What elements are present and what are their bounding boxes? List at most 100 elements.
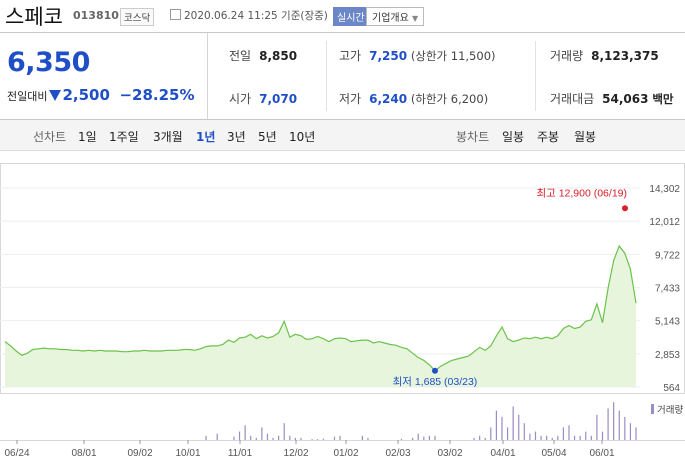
high-annotation: 최고 12,900 (06/19) [536, 187, 627, 199]
tab-3y[interactable]: 3년 [227, 130, 246, 144]
low-label: 저가 [339, 92, 362, 106]
open-price: 시가 7,070 [229, 90, 297, 133]
y-tick-label: 2,853 [655, 350, 680, 361]
high-price: 고가 7,250 (상한가 11,500) [339, 47, 496, 90]
volume-bar [339, 435, 341, 440]
low-value: 6,240 [369, 92, 408, 106]
low-marker [431, 367, 438, 374]
y-tick-label: 14,302 [649, 184, 680, 195]
volume-bar [294, 437, 296, 440]
x-tick-label: 04/01 [490, 448, 515, 459]
volume-bar [529, 433, 531, 440]
volume-bar [255, 437, 257, 440]
volume-bar [557, 435, 559, 440]
volume-bar [534, 431, 537, 440]
amount-unit: 백만 [652, 92, 674, 106]
divider [326, 41, 327, 111]
volume-bar [278, 435, 280, 440]
tab-daily[interactable]: 일봉 [502, 130, 525, 144]
realtime-button[interactable]: 실시간 [333, 7, 369, 26]
x-tick-label: 05/04 [541, 448, 566, 459]
volume-bar [250, 435, 252, 440]
tab-10y[interactable]: 10년 [289, 130, 316, 144]
x-tick-label: 03/02 [437, 448, 462, 459]
volume-bar [518, 414, 520, 440]
volume-bar [428, 435, 430, 440]
low-price: 저가 6,240 (하한가 6,200) [339, 90, 488, 133]
volume-label: 거래량 [550, 49, 584, 63]
volume-bar [333, 436, 336, 440]
volume-bar [506, 427, 509, 440]
volume-bar [289, 435, 291, 440]
tab-monthly[interactable]: 월봉 [574, 130, 597, 144]
volume-bar [266, 433, 269, 440]
tab-3m[interactable]: 3개월 [153, 130, 183, 144]
change-value: 2,500 [62, 86, 110, 104]
candle-chart-label: 봉차트 [456, 130, 490, 144]
open-label: 시가 [229, 92, 252, 106]
timestamp-text: 2020.06.24 11:25 기준(장중) [184, 10, 328, 22]
change-label: 전일대비 [7, 90, 48, 103]
x-tick-label: 09/02 [127, 448, 152, 459]
volume-bar [523, 423, 525, 440]
volume-bar [412, 437, 414, 440]
volume-bar [568, 425, 570, 440]
prev-label: 전일 [229, 49, 252, 63]
calendar-icon [170, 9, 181, 20]
volume-bar [311, 439, 313, 440]
tab-1y[interactable]: 1년 [196, 130, 216, 144]
volume-bar [501, 416, 503, 440]
upper-limit: (상한가 11,500) [410, 49, 496, 63]
open-value: 7,070 [259, 92, 298, 106]
volume-bar [361, 435, 363, 440]
x-tick-label: 11/01 [228, 448, 253, 459]
volume: 거래량 8,123,375 [550, 47, 659, 90]
stock-name: 스페코 [5, 5, 63, 29]
change-percent: −28.25% [119, 86, 195, 104]
volume-bar [205, 435, 207, 440]
y-tick-label: 5,143 [655, 317, 680, 328]
volume-bar [624, 416, 626, 440]
down-arrow-icon [49, 90, 62, 101]
change-row: 전일대비 2,500 −28.25% [7, 86, 194, 104]
volume-bar [512, 406, 514, 440]
tab-5y[interactable]: 5년 [258, 130, 277, 144]
timestamp: 2020.06.24 11:25 기준(장중) [170, 8, 328, 23]
stock-code: 013810 [73, 9, 119, 22]
volume-bar [551, 437, 553, 440]
volume-bar [400, 438, 403, 440]
volume-bar [244, 425, 246, 440]
volume-legend-label: 거래량 [657, 404, 683, 416]
high-value: 7,250 [369, 49, 408, 63]
volume-bar [590, 435, 592, 440]
volume-bar [434, 435, 436, 440]
prev-close: 전일 8,850 [229, 47, 297, 90]
amount-label: 거래대금 [550, 92, 595, 106]
tab-weekly[interactable]: 주봉 [537, 130, 560, 144]
high-marker [622, 205, 628, 212]
volume-bar [596, 414, 598, 440]
y-tick-label: 7,433 [655, 284, 680, 295]
volume-bar [635, 427, 637, 440]
volume-bar [490, 427, 492, 440]
volume-bar [367, 437, 369, 440]
high-label: 고가 [339, 49, 362, 63]
volume-bar [317, 439, 319, 440]
company-overview-button[interactable]: 기업개요 ▼ [366, 7, 425, 26]
tab-1w[interactable]: 1주일 [109, 130, 139, 144]
low-annotation: 최저 1,685 (03/23) [393, 376, 478, 388]
x-tick-label: 01/02 [333, 448, 358, 459]
x-tick-label: 10/01 [175, 448, 200, 459]
x-tick-label: 08/01 [71, 448, 96, 459]
company-overview-label: 기업개요 [372, 13, 409, 24]
volume-bar [546, 435, 548, 440]
volume-legend-swatch [651, 404, 654, 414]
trade-amount: 거래대금 54,063 백만 [550, 90, 673, 133]
tab-1d[interactable]: 1일 [78, 130, 97, 144]
y-tick-label: 564 [663, 383, 680, 394]
summary-panel: 6,350 전일대비 2,500 −28.25% 전일 8,850 시가 7,070 … [0, 32, 685, 120]
volume-bar [540, 435, 542, 440]
volume-bar [562, 427, 565, 440]
volume-bar [417, 433, 419, 440]
